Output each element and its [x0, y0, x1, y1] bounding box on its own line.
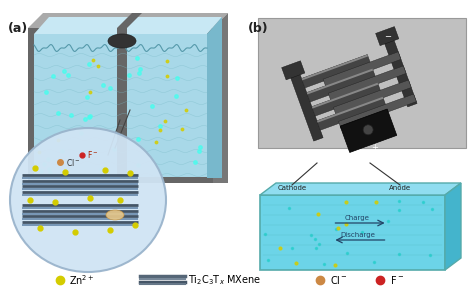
Polygon shape — [333, 80, 411, 115]
FancyBboxPatch shape — [28, 28, 213, 183]
Polygon shape — [307, 69, 376, 102]
Polygon shape — [328, 66, 406, 101]
Ellipse shape — [10, 128, 166, 272]
Polygon shape — [282, 61, 305, 80]
FancyBboxPatch shape — [125, 34, 207, 177]
Polygon shape — [117, 13, 142, 28]
Polygon shape — [260, 183, 461, 195]
Polygon shape — [290, 72, 323, 141]
Polygon shape — [338, 94, 416, 129]
Polygon shape — [384, 38, 417, 107]
Polygon shape — [375, 27, 399, 46]
Polygon shape — [301, 55, 368, 80]
Ellipse shape — [106, 210, 124, 220]
Polygon shape — [307, 69, 373, 94]
Polygon shape — [34, 17, 222, 34]
Polygon shape — [323, 52, 401, 87]
Text: Charge: Charge — [345, 215, 370, 221]
Text: F$^-$: F$^-$ — [390, 274, 404, 286]
Polygon shape — [213, 13, 228, 183]
FancyBboxPatch shape — [34, 34, 119, 177]
Polygon shape — [317, 97, 386, 130]
Polygon shape — [312, 83, 378, 109]
Text: (b): (b) — [248, 22, 269, 35]
Text: Discharge: Discharge — [340, 232, 375, 238]
Polygon shape — [28, 13, 228, 28]
Text: Ti$_2$C$_3$T$_x$ MXene: Ti$_2$C$_3$T$_x$ MXene — [188, 273, 261, 287]
Polygon shape — [207, 17, 222, 178]
FancyBboxPatch shape — [260, 195, 445, 270]
Text: Cl$^-$: Cl$^-$ — [330, 274, 348, 286]
Text: Anode: Anode — [389, 185, 411, 191]
Text: (a): (a) — [8, 22, 28, 35]
Polygon shape — [312, 83, 381, 116]
Text: +: + — [371, 143, 378, 152]
Polygon shape — [301, 55, 371, 88]
Text: Cl$^-$: Cl$^-$ — [66, 157, 81, 168]
Text: Cathode: Cathode — [277, 185, 307, 191]
Text: −: − — [384, 32, 391, 41]
Ellipse shape — [363, 125, 373, 135]
Text: F$^-$: F$^-$ — [87, 150, 99, 160]
FancyBboxPatch shape — [117, 28, 127, 183]
FancyBboxPatch shape — [258, 18, 466, 148]
Polygon shape — [340, 109, 397, 153]
Text: Zn$^{2+}$: Zn$^{2+}$ — [69, 273, 94, 287]
Ellipse shape — [108, 34, 136, 48]
Polygon shape — [317, 97, 383, 123]
Polygon shape — [445, 183, 461, 270]
